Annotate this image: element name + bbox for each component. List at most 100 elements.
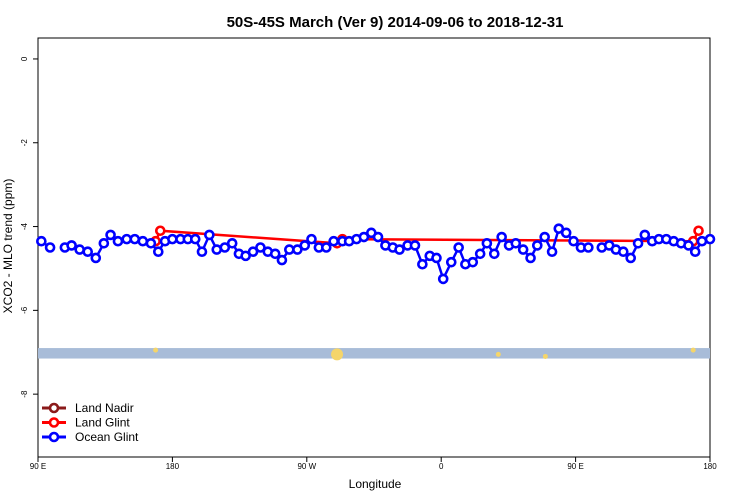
data-point [510, 238, 522, 249]
data-point [90, 252, 102, 264]
data-point [696, 235, 708, 247]
data-point [240, 250, 251, 262]
data-point [137, 235, 149, 247]
x-tick-label: 90 E [30, 462, 46, 471]
data-point [44, 242, 56, 253]
data-point [372, 231, 384, 243]
chart-title: 50S-45S March (Ver 9) 2014-09-06 to 2018… [227, 14, 564, 31]
data-point [98, 238, 110, 249]
data-point [704, 233, 716, 245]
data-point [517, 244, 529, 255]
data-point [306, 233, 317, 245]
data-point [553, 223, 565, 234]
data-point [693, 225, 704, 237]
data-point [226, 238, 238, 249]
coverage-band [38, 348, 710, 359]
data-point [269, 248, 281, 260]
x-tick-label: 180 [166, 462, 180, 471]
data-point [189, 233, 201, 245]
data-point [481, 238, 493, 249]
data-point [129, 233, 141, 245]
x-axis: 90 E 180 90 W 0 90 E 180 [30, 457, 717, 471]
land-marker [690, 347, 696, 353]
land-marker [331, 348, 344, 361]
legend-label: Land Glint [75, 416, 130, 430]
data-point [145, 238, 157, 249]
data-point [496, 231, 507, 243]
data-point [155, 225, 166, 237]
data-point [82, 246, 94, 257]
data-point [299, 240, 311, 251]
data-point [453, 242, 464, 253]
data-point [560, 227, 572, 239]
y-tick-label: -2 [20, 139, 29, 147]
data-point [394, 244, 405, 255]
data-point [539, 231, 550, 243]
data-point [219, 242, 231, 253]
data-point [531, 240, 543, 251]
series-ocean-glint [36, 223, 716, 285]
data-point [152, 246, 164, 257]
data-point [211, 244, 223, 255]
legend-item: Land Glint [42, 416, 130, 430]
data-point [488, 248, 500, 260]
data-point [196, 246, 208, 257]
data-point [417, 258, 428, 270]
data-point [632, 238, 644, 249]
x-tick-label: 90 E [567, 462, 583, 471]
legend-label: Ocean Glint [75, 430, 139, 444]
y-axis-label: XCO2 - MLO trend (ppm) [1, 179, 15, 314]
data-point [36, 235, 47, 247]
y-tick-label: -8 [20, 390, 29, 398]
plot-frame [37, 37, 711, 458]
data-point [74, 244, 85, 255]
x-tick-label: 180 [703, 462, 717, 471]
data-point [639, 229, 651, 241]
legend-label: Land Nadir [75, 401, 134, 415]
data-point [204, 229, 215, 241]
data-point [618, 246, 629, 257]
data-point [474, 248, 486, 260]
data-point [328, 235, 339, 247]
data-point [105, 229, 116, 241]
x-tick-label: 90 W [297, 462, 316, 471]
data-point [683, 240, 694, 251]
data-point [247, 246, 259, 257]
data-point [431, 252, 442, 264]
data-point [66, 240, 77, 251]
data-point [112, 235, 124, 247]
data-point [568, 235, 579, 247]
data-point [276, 254, 288, 266]
band-layer [38, 348, 710, 359]
y-tick-label: 0 [20, 56, 29, 61]
x-axis-label: Longitude [349, 477, 402, 491]
data-point [546, 246, 558, 257]
legend-item: Ocean Glint [42, 430, 139, 444]
land-marker [153, 347, 159, 353]
legend-item: Land Nadir [42, 401, 134, 415]
y-axis: 0 -2 -4 -6 -8 [20, 56, 38, 398]
y-tick-label: -4 [20, 222, 29, 230]
data-point [689, 246, 701, 257]
data-point [583, 242, 594, 253]
land-marker [542, 353, 548, 359]
data-point [625, 252, 637, 264]
data-point [525, 252, 536, 264]
data-point [292, 244, 303, 255]
data-point [437, 273, 449, 285]
data-point [409, 240, 421, 251]
marker-layer [153, 347, 696, 361]
legend-marker [48, 431, 60, 443]
data-point [358, 231, 370, 243]
data-point [445, 256, 457, 268]
series-layer [36, 223, 716, 285]
land-marker [495, 351, 501, 357]
y-tick-label: -6 [20, 306, 29, 314]
legend-marker [48, 402, 60, 414]
legend-marker [48, 417, 60, 428]
data-point [320, 242, 332, 253]
data-point [255, 242, 266, 253]
x-tick-label: 0 [439, 462, 444, 471]
